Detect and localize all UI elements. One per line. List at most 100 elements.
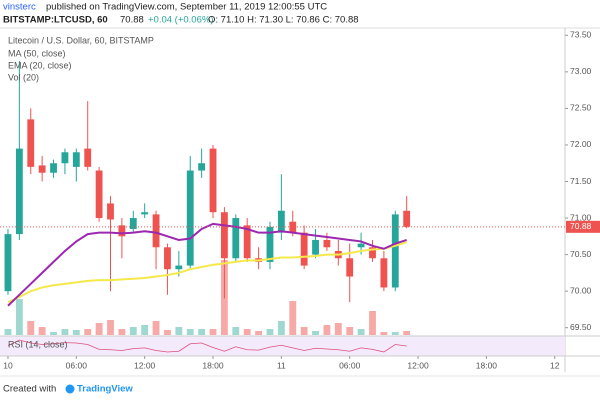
volume-bar: [346, 327, 354, 335]
last-price: 70.88: [120, 15, 144, 26]
candle-body: [243, 225, 251, 259]
volume-bar: [118, 329, 126, 335]
y-tick-label: 72.50: [570, 103, 592, 113]
candle-body: [198, 163, 206, 171]
legend-rsi: RSI (14, close): [8, 339, 68, 349]
author[interactable]: vinsterc: [3, 2, 36, 13]
volume-bar: [380, 332, 388, 335]
volume-bar: [164, 330, 171, 335]
candle-body: [277, 210, 285, 233]
candle-body: [300, 232, 308, 266]
volume-bar: [186, 329, 194, 335]
candle-body: [4, 234, 12, 292]
volume-bar: [129, 327, 137, 335]
volume-bar: [391, 332, 399, 335]
candle-body: [289, 221, 297, 233]
volume-bar: [369, 311, 376, 335]
volume-bar: [4, 329, 12, 335]
candle-body: [38, 165, 46, 173]
last-price-label: 70.88: [570, 221, 592, 231]
y-tick-label: 70.50: [570, 249, 592, 259]
candle-body: [323, 239, 331, 248]
last-price-box: [566, 220, 600, 233]
y-tick-label: 72.00: [570, 139, 592, 149]
y-tick-label: 73.50: [570, 30, 592, 40]
y-tick-label: 71.50: [570, 176, 592, 186]
volume-bar: [277, 321, 285, 335]
volume-bar: [403, 331, 411, 335]
y-tick-label: 73.00: [570, 66, 592, 76]
rsi-line: [7, 339, 407, 353]
legend-ema: EMA (20, close): [8, 60, 72, 70]
candle-body: [391, 214, 399, 288]
candle-body: [72, 152, 80, 167]
volume-bar: [232, 327, 240, 335]
volume-bar: [323, 325, 331, 335]
volume-bar: [15, 299, 23, 335]
volume-bar: [141, 325, 149, 335]
rsi-pane: [0, 336, 565, 356]
candle-body: [346, 258, 354, 277]
candle-body: [266, 226, 274, 262]
candle-body: [312, 239, 319, 255]
legend-vol: Vol (20): [8, 72, 39, 82]
ohlc: O: 71.10 H: 71.30 L: 70.86 C: 70.88: [208, 15, 359, 26]
candle-body: [15, 148, 23, 235]
candle-body: [380, 258, 388, 288]
footer-text: Created with: [3, 384, 56, 395]
candle-body: [50, 163, 57, 173]
volume-bar: [300, 327, 308, 335]
footer-brand[interactable]: TradingView: [77, 384, 133, 395]
candle-body: [95, 170, 103, 219]
x-tick-label: 06:00: [66, 360, 88, 370]
change: +0.04 (+0.06%): [148, 15, 214, 26]
volume-bar: [209, 329, 217, 335]
ema-line: [7, 241, 407, 304]
volume-bar: [95, 323, 103, 335]
x-tick-label: 12: [550, 360, 560, 370]
volume-bar: [84, 329, 92, 335]
volume-bar: [72, 330, 80, 335]
volume-bar: [27, 321, 35, 335]
y-tick-label: 70.00: [570, 285, 592, 295]
volume-bar: [357, 329, 365, 335]
legend-ma: MA (50, close): [8, 48, 66, 58]
volume-bar: [38, 327, 46, 335]
published: published on TradingView.com, September …: [46, 2, 327, 13]
candle-body: [61, 152, 69, 164]
volume-bar: [266, 329, 274, 335]
volume-bar: [255, 331, 262, 335]
volume-bar: [50, 332, 57, 335]
legend-title: Litecoin / U.S. Dollar, 60, BITSTAMP: [8, 35, 154, 45]
brand-logo: [65, 384, 75, 394]
candle-body: [357, 243, 365, 248]
x-tick-label: 12:00: [407, 360, 429, 370]
candle-body: [175, 265, 183, 270]
candle-body: [220, 212, 228, 259]
volume-bar: [312, 331, 319, 335]
x-tick-label: 18:00: [202, 360, 224, 370]
x-tick-label: 06:00: [339, 360, 361, 370]
candle-body: [152, 214, 160, 248]
volume-bar: [175, 327, 183, 335]
candle-body: [186, 170, 194, 266]
x-tick-label: 12:00: [134, 360, 156, 370]
volume-bar: [289, 301, 297, 335]
candle-body: [27, 119, 35, 167]
x-tick-label: 11: [277, 360, 286, 370]
candle-body: [369, 247, 376, 259]
candle-body: [164, 247, 171, 270]
candle-body: [403, 210, 411, 227]
volume-bar: [334, 323, 342, 335]
volume-bar: [152, 321, 160, 335]
volume-bar: [243, 329, 251, 335]
x-tick-label: 10: [3, 360, 13, 370]
candle-body: [107, 203, 114, 220]
candle-body: [129, 218, 137, 230]
symbol: BITSTAMP:LTCUSD, 60: [3, 15, 108, 26]
volume-bar: [198, 329, 206, 335]
candle-body: [209, 148, 217, 213]
candle-body: [84, 148, 92, 167]
y-tick-label: 69.50: [570, 322, 592, 332]
